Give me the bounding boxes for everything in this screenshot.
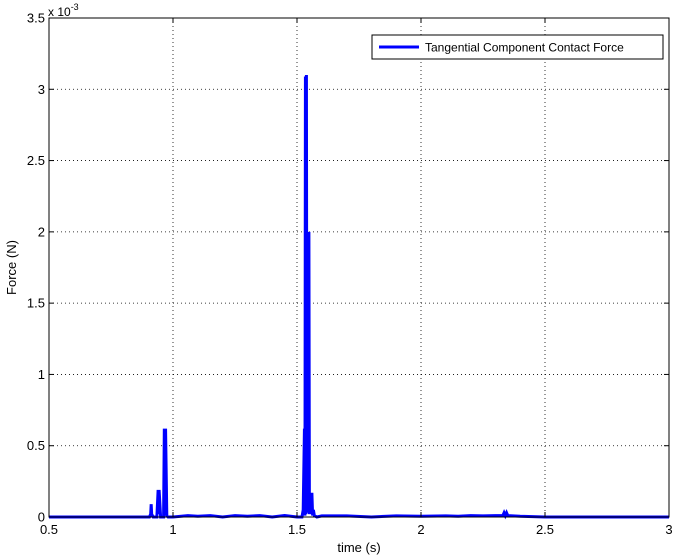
x-axis-label: time (s) — [337, 540, 380, 555]
x-tick-label: 0.5 — [40, 522, 58, 537]
legend: Tangential Component Contact Force — [371, 34, 664, 60]
axes-box — [48, 17, 670, 518]
axis-ticks: 0.5 1 1.5 2 2.5 300.511.522.533.5 — [27, 11, 673, 538]
x-tick-label: 2.5 — [536, 522, 554, 537]
y-tick-label: 3.5 — [27, 11, 45, 26]
y-tick-label: 0.5 — [27, 438, 45, 453]
y-exponent-label: x 10-3 — [48, 2, 79, 19]
series-layer — [49, 75, 669, 520]
y-axis-label: Force (N) — [4, 240, 19, 295]
x-tick-label: 1 — [169, 522, 176, 537]
x-tick-label: 1.5 — [288, 522, 306, 537]
y-tick-label: 1 — [38, 367, 45, 382]
grid — [49, 18, 669, 517]
legend-box — [371, 34, 664, 60]
series-line — [49, 75, 669, 520]
y-tick-label: 3 — [38, 82, 45, 97]
y-tick-label: 1.5 — [27, 296, 45, 311]
x-tick-label: 3 — [665, 522, 672, 537]
y-tick-label: 2.5 — [27, 153, 45, 168]
legend-entry: Tangential Component Contact Force — [425, 41, 624, 55]
plot-area — [49, 18, 669, 517]
x-tick-label: 2 — [417, 522, 424, 537]
y-tick-label: 0 — [38, 510, 45, 525]
y-tick-label: 2 — [38, 224, 45, 239]
